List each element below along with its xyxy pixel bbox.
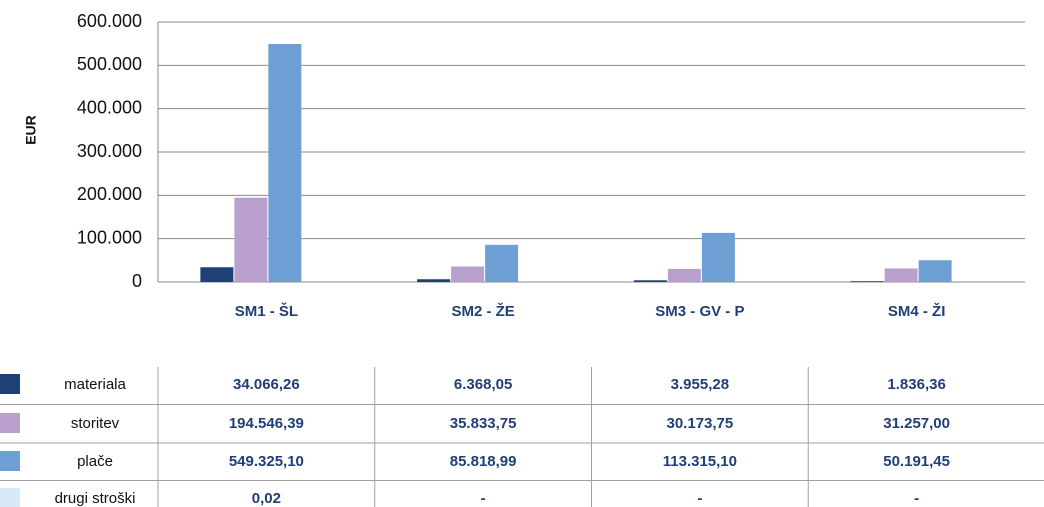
bar [701, 232, 735, 282]
legend-swatch [0, 451, 20, 471]
table-cell: - [481, 490, 486, 507]
x-tick-label: SM3 - GV - P [655, 303, 744, 320]
table-cell: 50.191,45 [883, 453, 950, 470]
y-tick-label: 500.000 [77, 54, 142, 74]
table-cell: 113.315,10 [663, 453, 737, 470]
bar [918, 260, 952, 282]
series-name: drugi stroški [55, 490, 136, 507]
bar [451, 266, 485, 282]
x-tick-label: SM1 - ŠL [235, 302, 298, 320]
y-tick-label: 0 [132, 271, 142, 291]
series-name: storitev [71, 415, 120, 432]
table-cell: 6.368,05 [454, 376, 512, 393]
legend-swatch [0, 413, 20, 433]
table-cell: - [914, 490, 919, 507]
table-cell: 34.066,26 [233, 376, 300, 393]
bar [268, 43, 302, 282]
y-tick-label: 100.000 [77, 227, 142, 247]
x-tick-label: SM4 - ŽI [888, 302, 946, 320]
bar [417, 279, 451, 282]
table-cell: 3.955,28 [671, 376, 729, 393]
y-tick-label: 200.000 [77, 184, 142, 204]
bar [485, 244, 519, 282]
table-cell: 549.325,10 [229, 453, 304, 470]
table-cell: 0,02 [252, 490, 281, 507]
bar [850, 281, 884, 282]
table-cell: 1.836,36 [887, 376, 945, 393]
bar [200, 267, 234, 282]
y-tick-label: 400.000 [77, 97, 142, 117]
legend-swatch [0, 374, 20, 394]
bar [633, 280, 667, 282]
bar [667, 268, 701, 282]
bar [234, 197, 268, 282]
table-cell: - [697, 490, 702, 507]
table-cell: 194.546,39 [229, 415, 304, 432]
series-name: materiala [64, 376, 126, 393]
x-tick-label: SM2 - ŽE [451, 302, 514, 320]
y-axis-label: EUR [23, 115, 39, 145]
legend-swatch [0, 488, 20, 507]
table-cell: 30.173,75 [667, 415, 734, 432]
y-tick-label: 600.000 [77, 11, 142, 31]
bar [884, 268, 918, 282]
table-cell: 31.257,00 [883, 415, 950, 432]
y-tick-label: 300.000 [77, 141, 142, 161]
table-cell: 85.818,99 [450, 453, 517, 470]
series-name: plače [77, 453, 113, 470]
table-cell: 35.833,75 [450, 415, 517, 432]
